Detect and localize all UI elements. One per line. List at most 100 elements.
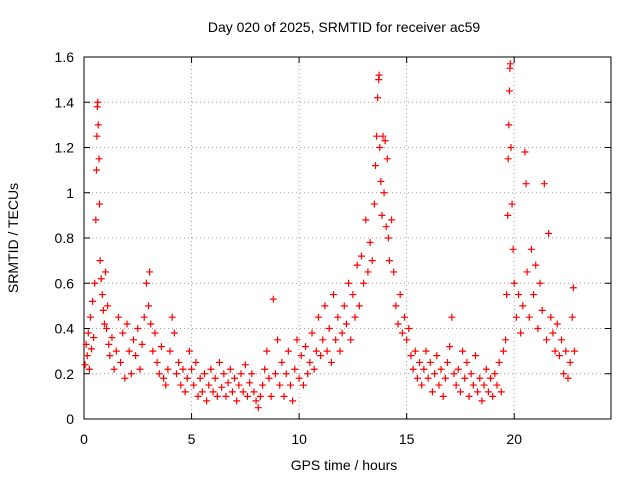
- data-point: [398, 329, 406, 337]
- data-point: [385, 257, 393, 265]
- data-point: [465, 392, 473, 400]
- data-point: [271, 370, 279, 378]
- data-point: [299, 381, 307, 389]
- data-point: [504, 211, 512, 219]
- data-point: [95, 200, 103, 208]
- data-point: [100, 320, 108, 328]
- data-point: [441, 374, 449, 382]
- data-point: [330, 291, 338, 299]
- data-point: [190, 381, 198, 389]
- data-point: [478, 397, 486, 405]
- y-tick-label: 1.4: [55, 94, 75, 110]
- data-point: [117, 358, 125, 366]
- data-point: [446, 343, 454, 351]
- data-point: [196, 374, 204, 382]
- data-point: [103, 325, 111, 332]
- data-point: [467, 370, 475, 378]
- data-point: [491, 370, 499, 378]
- data-point: [239, 388, 247, 396]
- data-point: [378, 211, 386, 219]
- y-tick-label: 1.2: [55, 140, 75, 156]
- y-tick-label: 0.2: [55, 366, 75, 382]
- data-point: [497, 388, 505, 396]
- x-tick-label: 5: [188, 431, 196, 447]
- data-point: [94, 121, 102, 129]
- data-point: [222, 392, 230, 400]
- data-point: [317, 352, 325, 360]
- data-point: [327, 358, 335, 366]
- data-point: [471, 352, 479, 360]
- data-point: [401, 313, 409, 321]
- data-point: [314, 313, 322, 321]
- data-point: [96, 257, 104, 265]
- data-point: [162, 381, 170, 389]
- data-point: [504, 155, 512, 163]
- data-point: [454, 365, 462, 373]
- data-point: [235, 381, 243, 389]
- data-point: [237, 370, 245, 378]
- data-point: [207, 365, 215, 373]
- data-point: [555, 352, 563, 360]
- y-tick-label: 0.4: [55, 321, 75, 337]
- data-point: [224, 379, 232, 387]
- data-point: [499, 347, 507, 355]
- data-point: [263, 347, 271, 355]
- data-point: [94, 98, 102, 106]
- data-point: [203, 397, 211, 405]
- data-point: [487, 374, 495, 382]
- data-point: [444, 358, 452, 366]
- data-point: [108, 334, 116, 342]
- data-point: [349, 291, 357, 299]
- data-point: [495, 358, 503, 366]
- data-point: [84, 329, 92, 337]
- data-point: [373, 132, 381, 140]
- data-point: [228, 388, 236, 396]
- data-point: [153, 358, 161, 366]
- data-point: [522, 180, 530, 188]
- data-point: [125, 347, 133, 355]
- data-point: [155, 370, 163, 378]
- data-point: [507, 144, 515, 151]
- data-point: [123, 320, 131, 328]
- data-point: [121, 374, 129, 382]
- data-point: [291, 365, 299, 373]
- data-point: [302, 343, 310, 351]
- data-point: [112, 347, 120, 355]
- data-point: [160, 374, 168, 382]
- data-point: [282, 370, 290, 378]
- data-point: [200, 370, 208, 378]
- data-point: [336, 347, 344, 355]
- data-point: [325, 325, 333, 332]
- data-point: [394, 320, 402, 328]
- x-axis-label: GPS time / hours: [291, 457, 398, 473]
- data-point: [530, 291, 538, 299]
- data-point: [136, 365, 144, 373]
- data-point: [104, 302, 112, 310]
- data-point: [509, 245, 517, 253]
- data-point: [439, 392, 447, 400]
- data-point: [428, 388, 436, 396]
- data-point: [569, 284, 577, 292]
- data-point: [319, 336, 327, 344]
- data-point: [568, 313, 576, 321]
- data-point: [246, 379, 254, 387]
- data-point: [409, 365, 417, 373]
- data-point: [209, 388, 217, 396]
- data-point: [461, 374, 469, 382]
- data-point: [145, 302, 153, 310]
- data-point: [267, 392, 275, 400]
- data-point: [469, 381, 477, 389]
- y-tick-label: 0: [66, 411, 74, 427]
- data-point: [226, 365, 234, 373]
- data-point: [166, 347, 174, 355]
- data-point: [89, 297, 97, 305]
- data-point: [92, 216, 100, 224]
- data-point: [521, 148, 529, 156]
- data-point: [289, 397, 297, 405]
- data-point: [433, 352, 441, 360]
- data-point: [149, 347, 157, 355]
- data-point: [411, 347, 419, 355]
- data-point: [364, 268, 372, 276]
- data-point: [310, 365, 318, 373]
- axis-ticks: 0 0.2 0.4 0.6 0.8 1 1.2 1.4 1.6 0 5 10 15 20: [55, 49, 611, 447]
